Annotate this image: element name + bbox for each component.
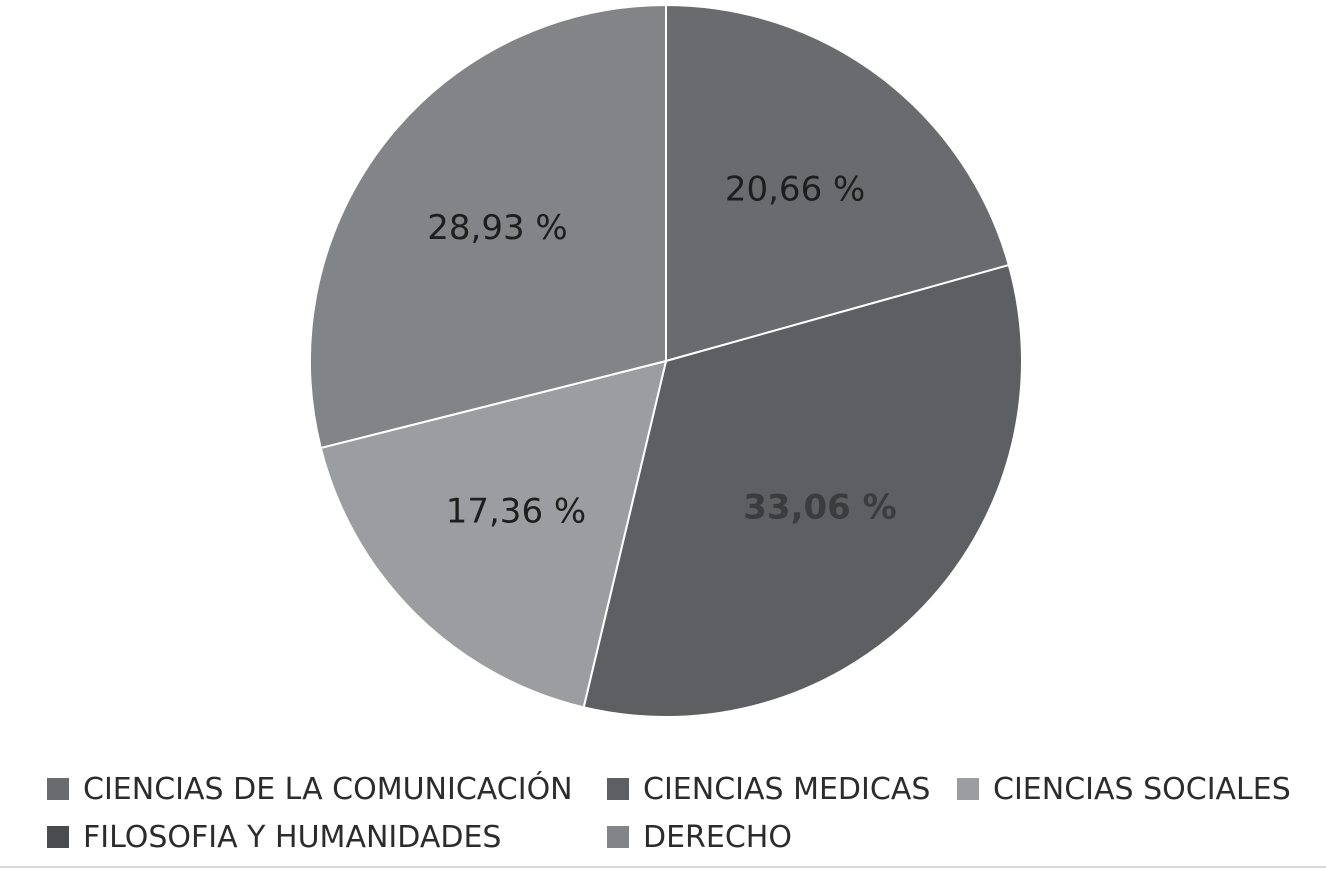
legend-swatch: [47, 826, 69, 848]
legend-label: FILOSOFIA Y HUMANIDADES: [83, 819, 502, 855]
bottom-divider: [0, 866, 1326, 868]
legend-label: CIENCIAS SOCIALES: [993, 771, 1291, 807]
legend-item-ciencias-de-la-comunicacion: CIENCIAS DE LA COMUNICACIÓN: [47, 767, 573, 811]
pie-chart: 20,66 % 33,06 % 17,36 % 28,93 %: [309, 3, 1023, 718]
pie-data-label: 28,93 %: [427, 208, 567, 248]
legend-item-filosofia-y-humanidades: FILOSOFIA Y HUMANIDADES: [47, 815, 501, 859]
legend-label: CIENCIAS DE LA COMUNICACIÓN: [83, 771, 573, 807]
legend-swatch: [607, 778, 629, 800]
chart-legend: CIENCIAS DE LA COMUNICACIÓN CIENCIAS MED…: [0, 764, 1326, 864]
pie-slice-ciencias-sociales: [319, 359, 668, 709]
legend-swatch: [607, 826, 629, 848]
legend-swatch: [957, 778, 979, 800]
pie-slice-derecho: [309, 3, 667, 450]
legend-swatch: [47, 778, 69, 800]
legend-item-ciencias-sociales: CIENCIAS SOCIALES: [957, 767, 1291, 811]
pie-data-labels: 20,66 % 33,06 % 17,36 % 28,93 %: [427, 169, 896, 531]
pie-data-label: 17,36 %: [446, 492, 586, 532]
pie-slices: [309, 3, 1023, 718]
pie-slice-ciencias-de-la-comunicacion: [665, 3, 1011, 363]
legend-label: CIENCIAS MEDICAS: [643, 771, 931, 807]
pie-data-label: 20,66 %: [725, 169, 865, 209]
legend-item-ciencias-medicas: CIENCIAS MEDICAS: [607, 767, 930, 811]
legend-label: DERECHO: [643, 819, 792, 855]
pie-data-label: 33,06 %: [743, 488, 896, 528]
legend-item-derecho: DERECHO: [607, 815, 792, 859]
pie-slice-ciencias-medicas: [582, 263, 1023, 718]
